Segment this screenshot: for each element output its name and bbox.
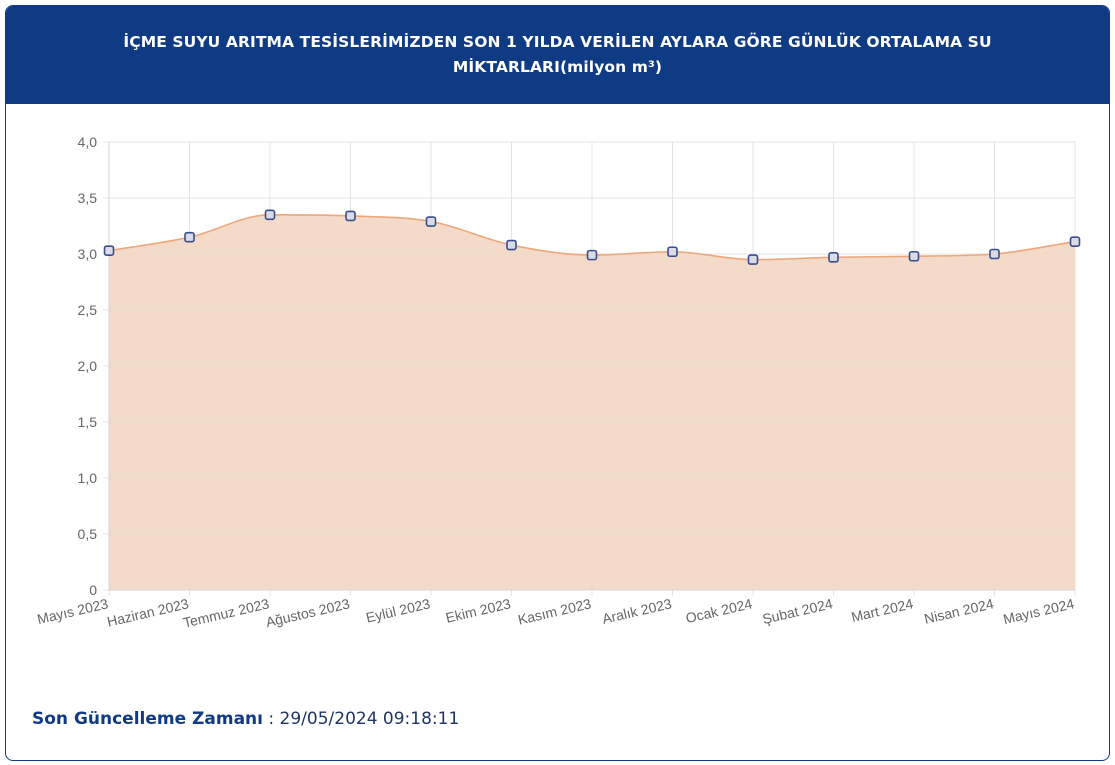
chart-card: İÇME SUYU ARITMA TESİSLERİMİZDEN SON 1 Y… <box>5 5 1110 761</box>
x-tick-label: Temmuz 2023 <box>181 595 270 630</box>
x-tick-label: Kasım 2023 <box>516 595 593 627</box>
data-point-marker <box>667 246 678 258</box>
x-tick-label: Mayıs 2024 <box>1002 595 1076 627</box>
x-tick-label: Ocak 2024 <box>684 595 754 626</box>
last-updated-value: 29/05/2024 09:18:11 <box>279 709 460 729</box>
x-tick-label: Ağustos 2023 <box>264 595 351 630</box>
data-point-marker <box>908 250 920 262</box>
y-tick-label: 0,5 <box>78 526 98 542</box>
last-updated-label: Son Güncelleme Zamanı <box>32 709 263 729</box>
last-updated-separator: : <box>262 709 280 729</box>
data-point-marker <box>345 210 356 222</box>
data-point-marker <box>103 245 115 256</box>
y-tick-label: 2,0 <box>78 358 98 374</box>
last-updated: Son Güncelleme Zamanı : 29/05/2024 09:18… <box>32 709 459 729</box>
y-tick-label: 3,5 <box>78 190 98 206</box>
y-tick-label: 1,0 <box>78 470 98 486</box>
y-tick-label: 4,0 <box>78 134 98 150</box>
x-tick-label: Eylül 2023 <box>364 595 432 625</box>
data-point-marker <box>828 252 839 263</box>
data-point-marker <box>264 209 276 221</box>
card-header: İÇME SUYU ARITMA TESİSLERİMİZDEN SON 1 Y… <box>6 6 1109 104</box>
data-point-marker <box>184 231 195 243</box>
x-tick-label: Aralık 2023 <box>601 595 674 627</box>
y-tick-label: 2,5 <box>78 302 98 318</box>
x-tick-label: Haziran 2023 <box>105 595 190 629</box>
x-tick-label: Mart 2024 <box>850 595 915 625</box>
data-point-marker <box>506 239 517 251</box>
x-tick-label: Nisan 2024 <box>923 595 996 627</box>
chart-area: 0 0,5 1,0 1,5 2,0 2,5 3,0 3,5 4,0 Mayıs 2023 Hazir… <box>6 106 1109 666</box>
x-tick-label: Ekim 2023 <box>444 595 512 626</box>
y-tick-label: 0 <box>89 582 97 598</box>
data-point-marker <box>1069 236 1081 247</box>
x-tick-label: Şubat 2024 <box>761 595 835 627</box>
series-area-fill <box>109 214 1075 591</box>
data-point-marker <box>586 249 598 261</box>
y-tick-label: 1,5 <box>78 414 98 430</box>
data-point-marker <box>747 254 759 265</box>
area-chart: 0 0,5 1,0 1,5 2,0 2,5 3,0 3,5 4,0 Mayıs 2023Hazir… <box>36 134 1081 631</box>
data-point-marker <box>425 216 437 227</box>
y-tick-label: 3,0 <box>78 246 98 262</box>
x-tick-label: Mayıs 2023 <box>36 595 110 627</box>
chart-title: İÇME SUYU ARITMA TESİSLERİMİZDEN SON 1 Y… <box>123 33 992 76</box>
data-point-marker <box>989 248 1000 260</box>
